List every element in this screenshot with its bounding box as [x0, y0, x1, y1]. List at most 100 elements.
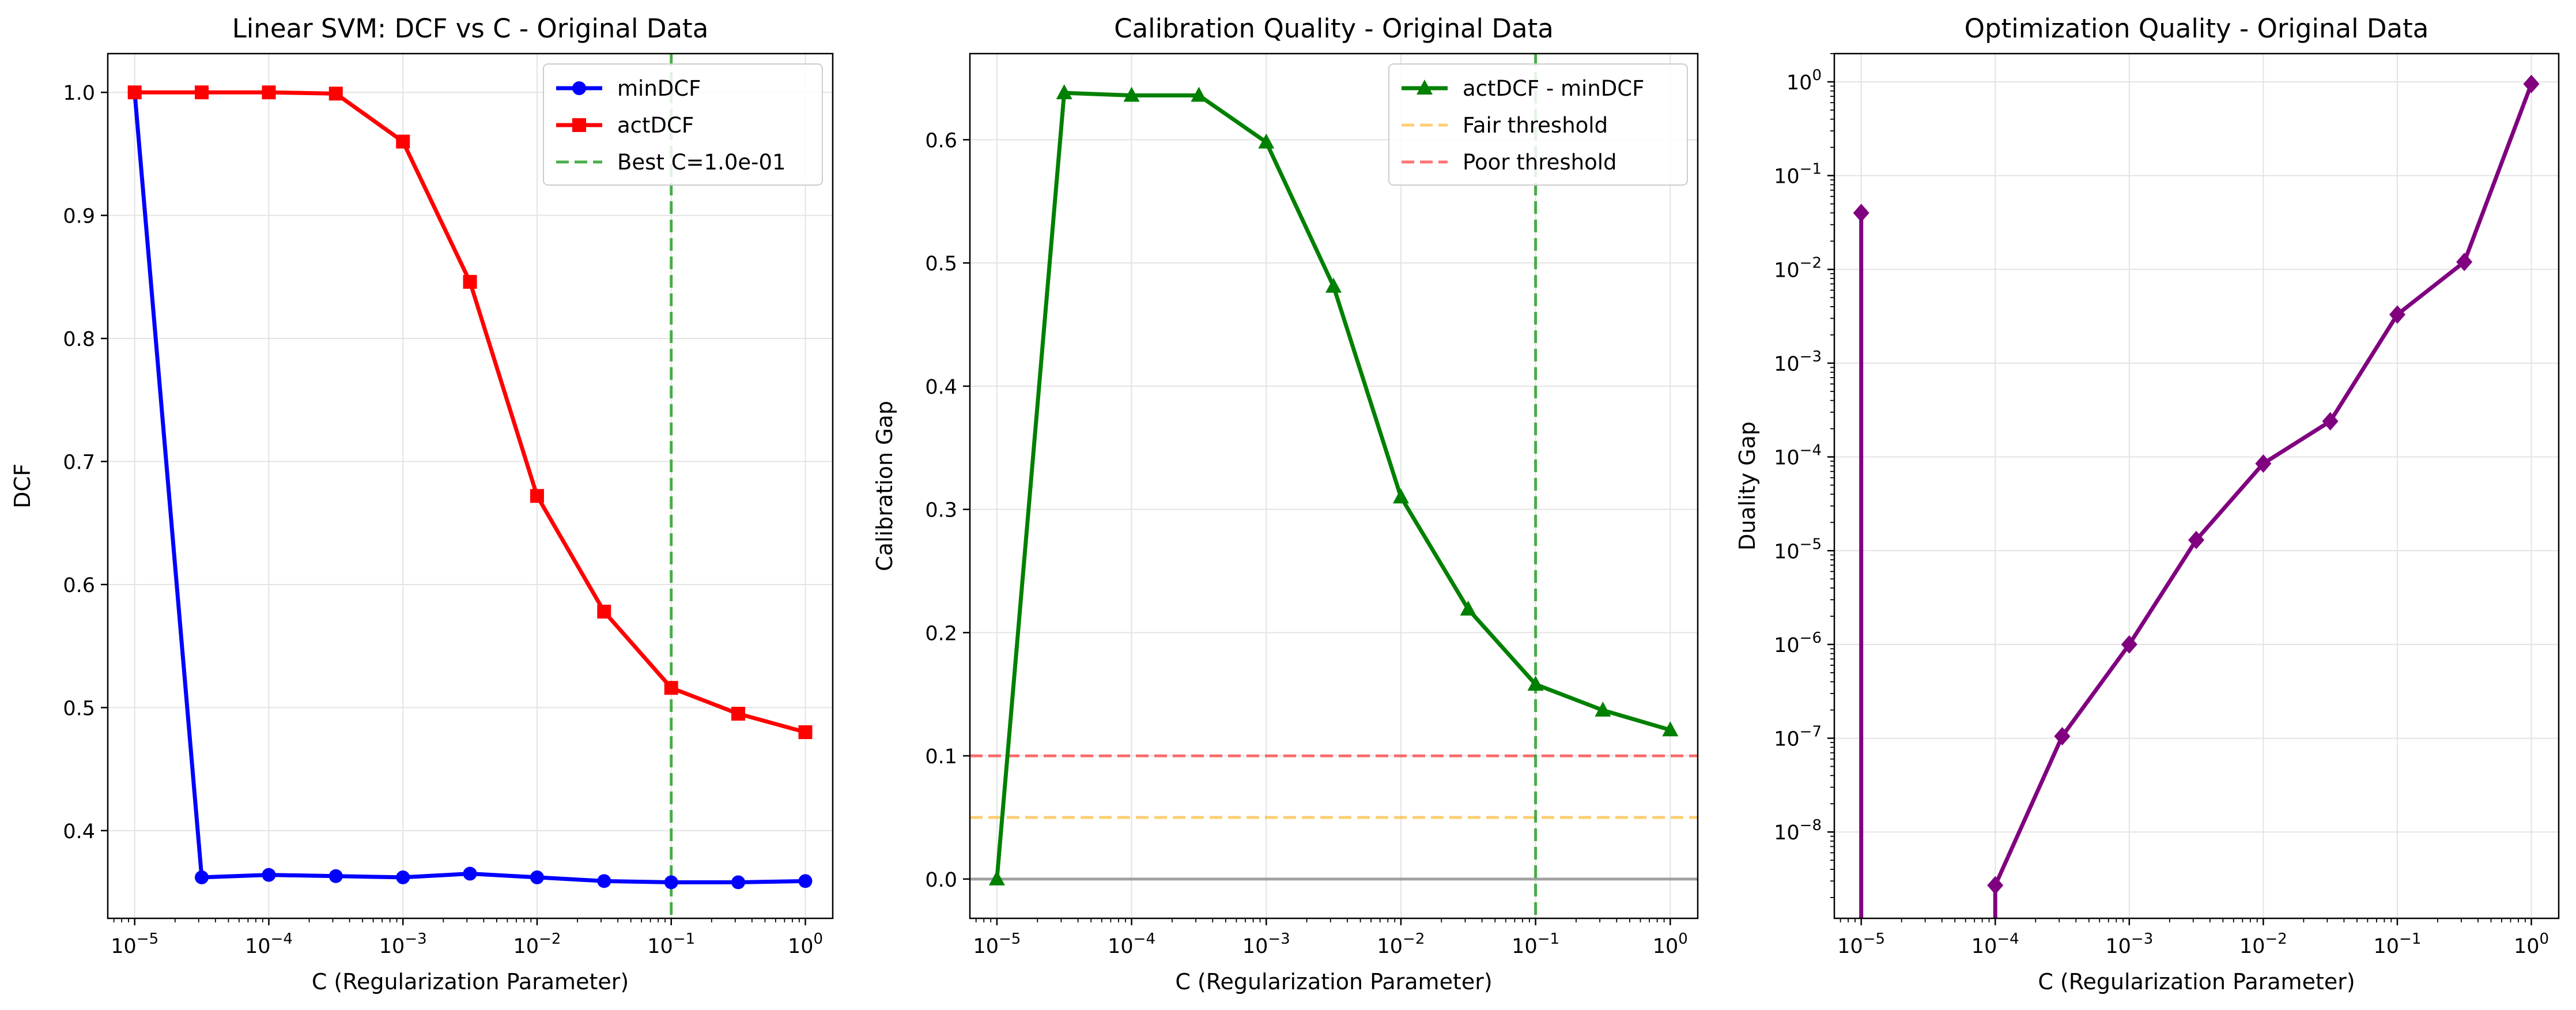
data-point: [597, 604, 611, 619]
legend-marker: [572, 81, 586, 95]
axes-frame: [1833, 52, 2560, 919]
data-point: [2188, 530, 2205, 549]
series-line-duality-gap: [1993, 83, 2533, 918]
data-point: [195, 870, 209, 884]
x-tick-label: 10−4: [245, 930, 293, 958]
data-point: [1987, 876, 2004, 895]
chart-panel-1: 10−5 10−4 10−3 10−2 10−1 100 0.4 0.5 0.6 0.7 0.8 0.…: [10, 13, 834, 994]
axes-frame: [969, 52, 1699, 919]
data-point: [1258, 133, 1275, 149]
legend-marker: [1417, 80, 1433, 95]
x-tick-label: 10−3: [2105, 930, 2153, 958]
x-tick-label: 100: [788, 930, 823, 958]
y-tick-label: 0.6: [925, 129, 957, 152]
legend-marker: [572, 118, 586, 132]
y-axis-label: Calibration Gap: [872, 401, 897, 571]
plot-area: [1853, 74, 2540, 918]
data-point: [396, 134, 410, 149]
data-point: [463, 866, 477, 881]
y-tick-label: 10−2: [1774, 254, 1822, 282]
chart-panel-2: 10−5 10−4 10−3 10−2 10−1 100 0.0 0.1 0.2 0.3 0.4 0.…: [872, 13, 1699, 994]
data-point: [1325, 277, 1342, 293]
x-tick-label: 100: [1653, 930, 1688, 958]
y-tick-label: 10−6: [1774, 630, 1822, 657]
y-tick-label: 0.1: [925, 745, 957, 768]
x-axis-label: C (Regularization Parameter): [2038, 969, 2355, 994]
x-axis-label: C (Regularization Parameter): [312, 969, 629, 994]
x-tick-label: 10−2: [2239, 930, 2287, 958]
data-point: [1191, 86, 1207, 102]
y-tick-label: 10−8: [1774, 817, 1822, 845]
x-tick-label: 10−5: [973, 930, 1021, 958]
legend-label: Poor threshold: [1463, 150, 1617, 175]
x-tick-label: 100: [2514, 930, 2549, 958]
data-point: [1392, 488, 1409, 504]
data-point: [463, 274, 477, 289]
y-tick-label: 10−4: [1774, 442, 1822, 470]
data-point: [195, 85, 209, 100]
y-axis-label: Duality Gap: [1735, 421, 1760, 551]
x-tick-label: 10−1: [2374, 930, 2422, 958]
data-point: [2322, 412, 2339, 431]
y-tick-label: 10−1: [1774, 161, 1822, 189]
legend-box: [1388, 63, 1688, 186]
y-tick-label: 100: [1786, 67, 1822, 95]
data-point: [2255, 454, 2272, 473]
data-point: [664, 875, 678, 890]
x-tick-label: 10−1: [1512, 930, 1559, 958]
legend-box: [543, 63, 823, 186]
data-point: [731, 875, 746, 890]
chart-title: Optimization Quality - Original Data: [1965, 13, 2429, 44]
data-point: [664, 681, 678, 695]
data-point: [2389, 305, 2405, 324]
data-point: [2523, 74, 2540, 93]
series-line-actdcf---mindcf: [995, 91, 1671, 880]
data-point: [731, 707, 746, 721]
data-point: [2054, 727, 2071, 746]
plot-area: [970, 54, 1698, 918]
legend-label: actDCF: [617, 113, 694, 138]
legend-label: minDCF: [617, 76, 701, 101]
x-tick-label: 10−2: [513, 930, 561, 958]
y-tick-label: 0.6: [63, 574, 95, 597]
legend-label: Fair threshold: [1463, 113, 1608, 138]
data-point: [127, 85, 142, 100]
x-axis-label: C (Regularization Parameter): [1175, 969, 1492, 994]
chart-title: Linear SVM: DCF vs C - Original Data: [232, 13, 709, 44]
plot-area: [127, 54, 813, 918]
data-point: [396, 870, 410, 884]
legend-label: Best C=1.0e-01: [617, 150, 786, 175]
data-point: [597, 874, 611, 888]
data-point: [798, 874, 813, 888]
y-tick-label: 0.3: [925, 499, 957, 522]
chart-panel-3: 10−5 10−4 10−3 10−2 10−1 100 10−8 10−7 10−6 10−5 1…: [1735, 13, 2560, 994]
data-point: [2456, 252, 2473, 272]
data-point: [530, 870, 544, 884]
data-point: [262, 85, 276, 100]
legend: actDCF - minDCF Fair threshold Poor thresh…: [1388, 63, 1688, 186]
data-point: [798, 725, 813, 740]
y-axis-label: DCF: [10, 463, 35, 508]
data-point: [1662, 721, 1679, 737]
data-point: [988, 870, 1005, 885]
data-point: [1123, 86, 1140, 102]
y-tick-label: 10−5: [1774, 536, 1822, 563]
x-tick-label: 10−4: [1108, 930, 1155, 958]
data-point: [328, 869, 343, 883]
y-tick-label: 0.4: [63, 820, 95, 843]
data-point: [1460, 600, 1476, 616]
data-point: [1527, 676, 1544, 691]
y-tick-label: 0.9: [63, 205, 95, 228]
data-point: [2121, 635, 2137, 654]
y-tick-label: 10−7: [1774, 723, 1822, 751]
x-tick-label: 10−4: [1971, 930, 2019, 958]
x-tick-label: 10−5: [1837, 930, 1885, 958]
x-tick-label: 10−5: [111, 930, 158, 958]
series-line-actdcf: [134, 90, 806, 734]
data-point: [1853, 203, 1869, 223]
x-tick-label: 10−3: [379, 930, 427, 958]
y-tick-label: 0.7: [63, 451, 95, 474]
x-tick-label: 10−1: [647, 930, 695, 958]
chart-title: Calibration Quality - Original Data: [1114, 13, 1554, 44]
